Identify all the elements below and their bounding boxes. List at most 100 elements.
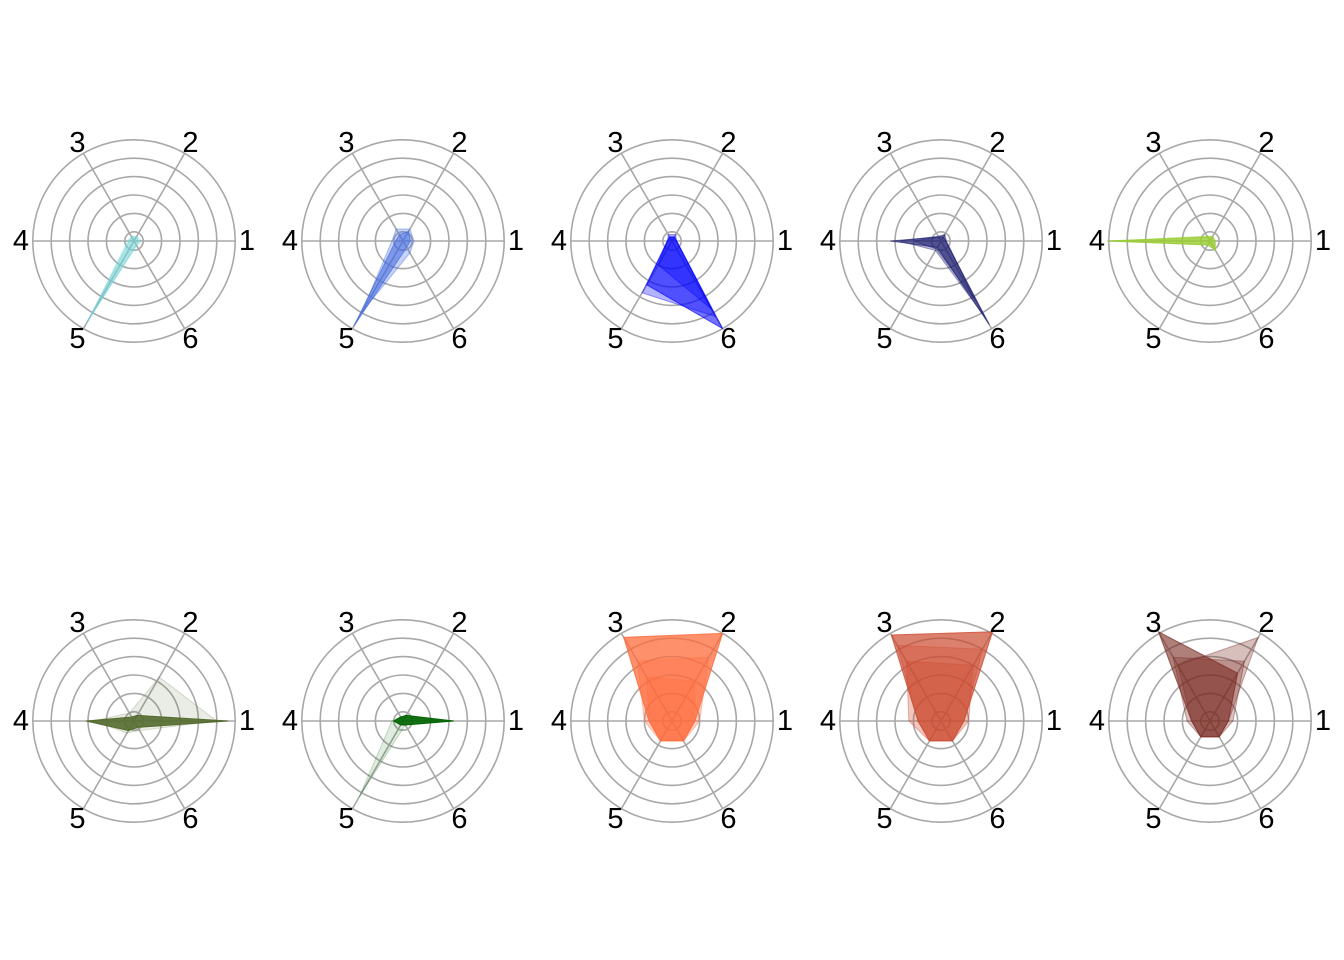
radar-axis-label-6: 6 bbox=[451, 803, 467, 835]
radar-axis-label-4: 4 bbox=[282, 225, 298, 257]
radar-axis-label-5: 5 bbox=[1145, 323, 1161, 355]
radar-axis-label-4: 4 bbox=[820, 705, 836, 737]
radar-spoke bbox=[889, 152, 942, 242]
radar-axis-label-2: 2 bbox=[1258, 607, 1274, 639]
radar-series-polygon bbox=[646, 236, 724, 330]
radar-axis-label-3: 3 bbox=[69, 127, 85, 159]
radar-axis-label-6: 6 bbox=[182, 323, 198, 355]
radar-panel-5: 1 2 3 4 5 6 bbox=[1089, 127, 1331, 355]
radar-panel-2: 1 2 3 4 5 6 bbox=[282, 127, 524, 355]
radar-axis-label-6: 6 bbox=[451, 323, 467, 355]
radar-series-polygon bbox=[86, 714, 228, 732]
radar-spoke bbox=[133, 720, 186, 810]
radar-spoke bbox=[351, 720, 404, 810]
radar-axis-label-2: 2 bbox=[1258, 127, 1274, 159]
radar-axis-label-1: 1 bbox=[508, 705, 524, 737]
radar-series-polygon bbox=[623, 632, 724, 742]
radar-axis-label-5: 5 bbox=[876, 803, 892, 835]
radar-axis-label-5: 5 bbox=[1145, 803, 1161, 835]
radar-axis-label-6: 6 bbox=[720, 323, 736, 355]
radar-series-polygon bbox=[913, 233, 976, 302]
radar-axis-label-5: 5 bbox=[69, 323, 85, 355]
radar-axis-label-4: 4 bbox=[551, 705, 567, 737]
radar-spoke bbox=[351, 632, 404, 722]
radar-axis-label-4: 4 bbox=[13, 705, 29, 737]
radar-spoke bbox=[402, 720, 455, 810]
radar-spoke bbox=[402, 152, 455, 242]
radar-panel-3: 1 2 3 4 5 6 bbox=[551, 127, 793, 355]
radar-axis-label-3: 3 bbox=[876, 127, 892, 159]
radar-axis-label-2: 2 bbox=[720, 607, 736, 639]
radar-series-polygon bbox=[905, 660, 974, 742]
radar-axis-label-5: 5 bbox=[69, 803, 85, 835]
radar-axis-label-1: 1 bbox=[1315, 705, 1331, 737]
radar-series-polygon bbox=[90, 676, 219, 734]
radar-axis-label-5: 5 bbox=[876, 323, 892, 355]
radar-axis-label-3: 3 bbox=[876, 607, 892, 639]
radar-axis-label-2: 2 bbox=[182, 607, 198, 639]
radar-axis-label-4: 4 bbox=[820, 225, 836, 257]
radar-panel-4: 1 2 3 4 5 6 bbox=[820, 127, 1062, 355]
radar-series-polygon bbox=[85, 236, 140, 325]
radar-spoke bbox=[402, 240, 455, 330]
radar-spoke bbox=[1209, 240, 1262, 330]
radar-axis-label-4: 4 bbox=[551, 225, 567, 257]
radar-series-polygon bbox=[358, 716, 445, 797]
radar-axis-label-4: 4 bbox=[1089, 225, 1105, 257]
radar-axis-label-2: 2 bbox=[720, 127, 736, 159]
radar-axis-label-4: 4 bbox=[13, 225, 29, 257]
radar-spoke bbox=[889, 240, 942, 330]
radar-axis-label-6: 6 bbox=[720, 803, 736, 835]
radar-series-polygon bbox=[1172, 656, 1246, 738]
radar-spoke bbox=[133, 632, 186, 722]
radar-axis-label-2: 2 bbox=[989, 127, 1005, 159]
radar-axis-label-4: 4 bbox=[282, 705, 298, 737]
radar-axis-label-5: 5 bbox=[607, 323, 623, 355]
radar-spoke bbox=[133, 240, 186, 330]
radar-series-polygon bbox=[890, 236, 990, 325]
radar-panel-7: 1 2 3 4 5 6 bbox=[282, 607, 524, 835]
radar-spoke bbox=[1158, 240, 1211, 330]
radar-series-polygon bbox=[636, 656, 710, 742]
radar-series-polygon bbox=[1177, 636, 1260, 738]
radar-series-polygon bbox=[392, 714, 454, 726]
radar-axis-label-6: 6 bbox=[989, 803, 1005, 835]
radar-axis-label-2: 2 bbox=[451, 607, 467, 639]
radar-series-polygon bbox=[1157, 630, 1239, 738]
radar-spoke bbox=[1209, 152, 1262, 242]
radar-spoke bbox=[671, 152, 724, 242]
radar-series-polygon bbox=[361, 228, 415, 314]
radar-axis-label-2: 2 bbox=[451, 127, 467, 159]
radar-series-polygon bbox=[890, 631, 994, 742]
radar-spoke bbox=[82, 720, 135, 810]
radar-panel-1: 1 2 3 4 5 6 bbox=[13, 127, 255, 355]
radar-axis-label-5: 5 bbox=[338, 803, 354, 835]
radar-axis-label-2: 2 bbox=[989, 607, 1005, 639]
radar-axis-label-6: 6 bbox=[1258, 323, 1274, 355]
radar-spoke bbox=[351, 152, 404, 242]
radar-series-polygon bbox=[641, 234, 717, 318]
radar-axis-label-3: 3 bbox=[69, 607, 85, 639]
radar-axis-label-1: 1 bbox=[777, 225, 793, 257]
radar-series-polygon bbox=[899, 234, 986, 317]
radar-axis-label-5: 5 bbox=[607, 803, 623, 835]
radar-panel-8: 1 2 3 4 5 6 bbox=[551, 607, 793, 835]
radar-axis-label-3: 3 bbox=[1145, 127, 1161, 159]
radar-axis-label-5: 5 bbox=[338, 323, 354, 355]
radar-axis-label-4: 4 bbox=[1089, 705, 1105, 737]
radar-axis-label-1: 1 bbox=[777, 705, 793, 737]
radar-axis-label-6: 6 bbox=[989, 323, 1005, 355]
radar-series-polygon bbox=[896, 644, 984, 742]
radar-axis-label-3: 3 bbox=[1145, 607, 1161, 639]
radar-panel-6: 1 2 3 4 5 6 bbox=[13, 607, 255, 835]
radar-spoke bbox=[133, 152, 186, 242]
radar-series-polygon bbox=[89, 235, 143, 317]
radar-series-polygon bbox=[646, 676, 696, 742]
radar-axis-label-6: 6 bbox=[1258, 803, 1274, 835]
radar-grid bbox=[1108, 139, 1313, 343]
radar-spoke bbox=[82, 240, 135, 330]
radar-spoke bbox=[82, 152, 135, 242]
radar-spoke bbox=[620, 152, 673, 242]
radar-axis-label-1: 1 bbox=[1046, 705, 1062, 737]
